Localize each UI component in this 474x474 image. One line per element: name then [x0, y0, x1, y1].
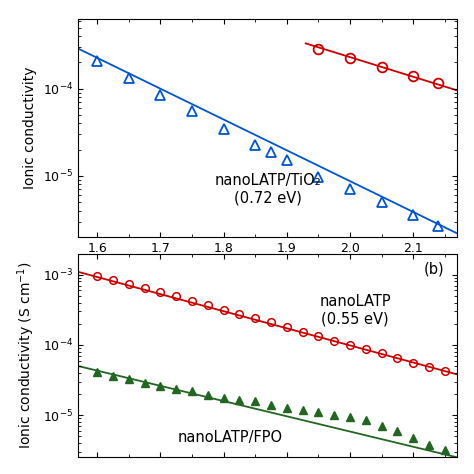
Text: nanoLATP
(0.55 eV): nanoLATP (0.55 eV) [319, 294, 391, 327]
Text: (b): (b) [423, 262, 444, 277]
Y-axis label: Ionic conductivity (S cm$^{-1}$): Ionic conductivity (S cm$^{-1}$) [16, 262, 37, 449]
Text: nanoLATP/TiO₂
(0.72 eV): nanoLATP/TiO₂ (0.72 eV) [214, 173, 321, 205]
Text: nanoLATP/FPO: nanoLATP/FPO [177, 429, 283, 445]
Y-axis label: Ionic conductivity: Ionic conductivity [23, 67, 37, 189]
X-axis label: $1000/T$ (K$^{-1}$): $1000/T$ (K$^{-1}$) [224, 260, 312, 280]
